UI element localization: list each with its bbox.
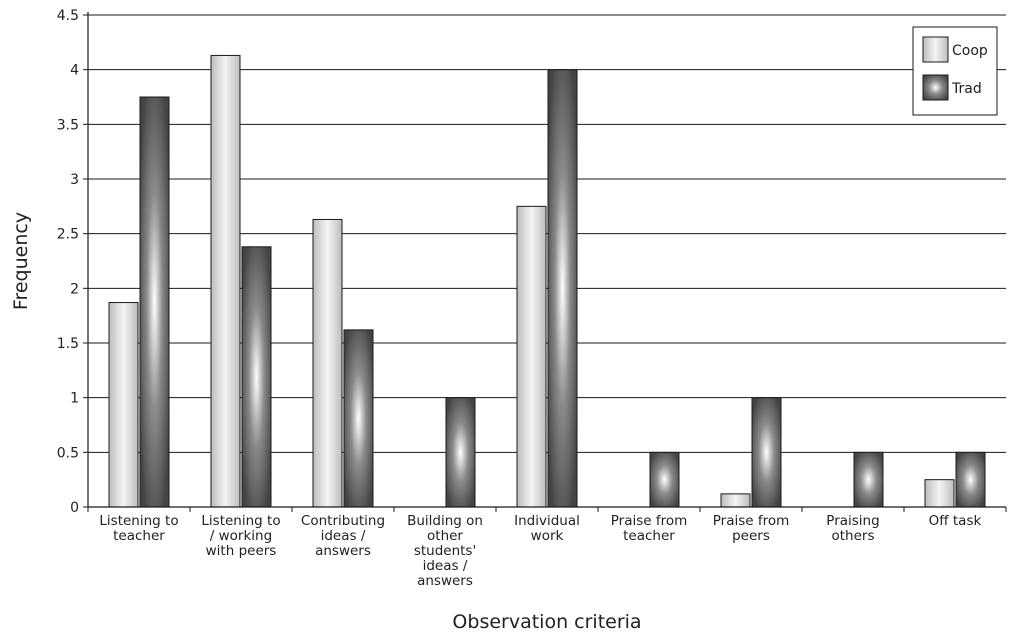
legend-label: Trad [951,81,982,97]
x-tick-label: Building on other students' ideas / answers [407,513,483,589]
y-tick-label: 1 [70,391,79,407]
x-tick-label-line: answers [315,543,371,559]
bar-trad [445,397,476,508]
x-tick-label-line: peers [732,528,770,544]
y-tick-label: 3 [70,172,79,188]
x-tick-label-line: Praise from [713,513,790,529]
x-tick-label-line: teacher [113,528,165,544]
x-tick-label-line: ideas / [423,558,468,574]
y-tick-label: 1.5 [57,336,79,352]
x-tick-label-line: Praising [826,513,879,529]
legend-swatch-coop [922,36,949,63]
x-axis-title: Observation criteria [452,611,641,633]
legend: Coop Trad [912,26,998,116]
x-tick-label-line: Praise from [611,513,688,529]
x-tick-label-line: other [427,528,463,544]
bar-coop [720,493,751,508]
bar-trad [649,451,680,508]
x-tick-label-line: work [531,528,564,544]
y-tick-label: 4.5 [57,8,79,24]
x-tick-label: Praise from peers [713,513,790,544]
bar-coop [516,205,547,508]
y-tick-label: 2.5 [57,227,79,243]
bar-trad [955,451,986,508]
x-tick-label-line: answers [417,573,473,589]
x-tick-label: Listening to teacher [99,513,178,544]
bar-coop [924,479,955,508]
y-tick-label: 0.5 [57,445,79,461]
y-tick-label: 0 [70,500,79,516]
gridlines [88,14,1006,453]
bar-trad [139,96,170,508]
bar-coop [312,218,343,508]
bar-trad [751,397,782,508]
x-tick-label-line: Building on [407,513,483,529]
y-tick-label: 2 [70,281,79,297]
x-tick-label: Praise from teacher [611,513,688,544]
y-tick-label: 4 [70,63,79,79]
x-tick-label-line: teacher [623,528,675,544]
bars [108,54,986,508]
x-tick-label: Individual work [514,513,580,544]
x-tick-label-line: ideas / [321,528,366,544]
bar-trad [343,329,374,508]
legend-label: Coop [952,43,988,59]
bar-coop [210,54,241,508]
x-tick-label-line: Individual [514,513,580,529]
x-tick-label: Praising others [826,513,879,544]
x-tick-label-line: Off task [929,513,982,529]
bar-trad [241,246,272,508]
x-tick-label: Contributing ideas / answers [301,513,385,559]
bar-trad [547,69,578,508]
x-tick-label: Listening to / working with peers [201,513,280,559]
x-tick-label-line: others [832,528,875,544]
x-tick-label-line: Listening to [201,513,280,529]
x-tick-label-line: with peers [206,543,277,559]
x-tick-label-line: students' [414,543,476,559]
legend-swatch-trad [922,74,949,101]
x-tick-label-line: Contributing [301,513,385,529]
bar-trad [853,451,884,508]
x-tick-label-line: / working [210,528,272,544]
x-tick-label: Off task [929,513,982,529]
x-tick-label-line: Listening to [99,513,178,529]
y-axis-title: Frequency [10,212,32,310]
y-tick-label: 3.5 [57,117,79,133]
bar-coop [108,302,139,508]
